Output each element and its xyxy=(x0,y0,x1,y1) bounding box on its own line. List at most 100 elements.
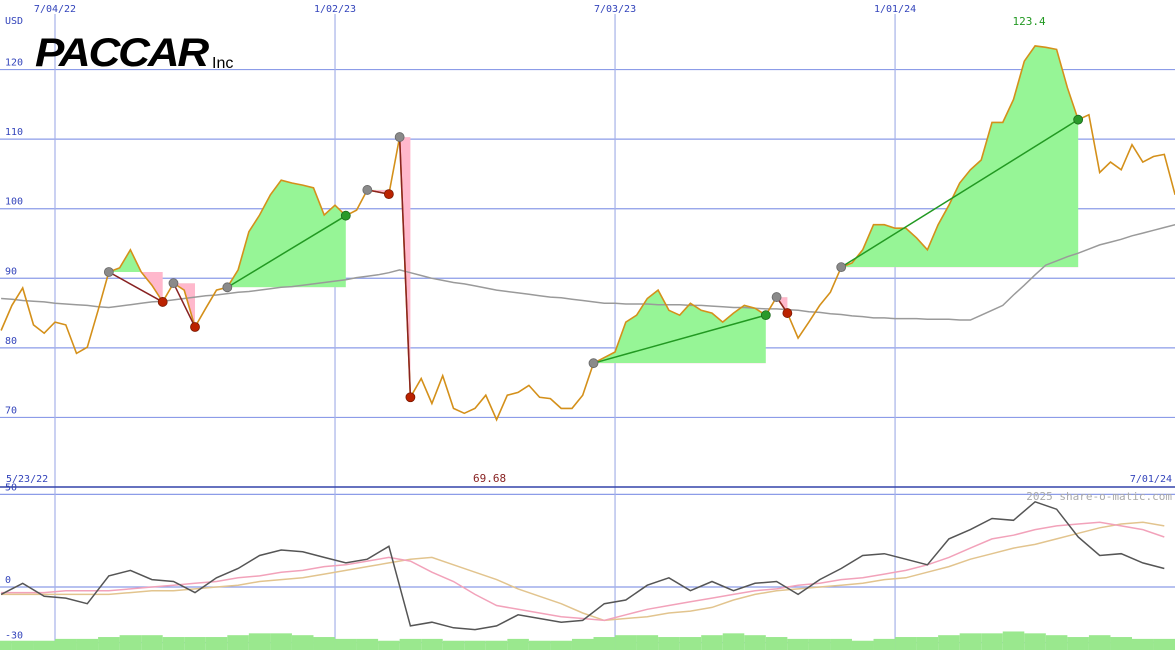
trade-gain-area xyxy=(367,189,389,190)
entry-dot xyxy=(222,282,233,293)
chart-title: PACCAR xyxy=(35,31,209,75)
volume-bar xyxy=(464,640,486,650)
volume-bar xyxy=(11,640,34,650)
volume-bar xyxy=(1002,631,1025,650)
volume-bar xyxy=(1088,635,1111,650)
entry-dot xyxy=(168,278,179,289)
volume-bar xyxy=(227,635,249,650)
trade-line xyxy=(226,215,347,288)
x-tick-label: 7/03/23 xyxy=(594,4,636,15)
volume-bar xyxy=(851,640,874,650)
y-tick-label: 50 xyxy=(5,482,17,493)
volume-bar xyxy=(378,640,400,650)
oscillator-line xyxy=(1,521,1165,622)
volume-bar xyxy=(593,637,616,650)
volume-bar xyxy=(98,637,120,650)
exit-dot xyxy=(782,308,793,318)
entry-dot xyxy=(588,358,599,369)
exit-dot xyxy=(1073,114,1084,125)
trade-gain-area xyxy=(593,290,766,364)
volume-bar xyxy=(335,638,357,650)
volume-bar xyxy=(636,635,659,650)
x-tick-label: 1/02/23 xyxy=(314,4,356,15)
volume-bar xyxy=(571,638,594,650)
volume-bar xyxy=(1132,638,1154,650)
volume-bar xyxy=(1024,633,1046,650)
y-tick-label: -30 xyxy=(5,631,23,642)
volume-bar xyxy=(916,637,939,650)
trade-gain-area xyxy=(227,180,346,288)
volume-bar xyxy=(399,638,422,650)
exit-dot xyxy=(157,297,168,307)
y-tick-label: 100 xyxy=(5,197,23,208)
volume-bar xyxy=(830,638,852,650)
trade-line xyxy=(108,271,164,303)
trade-loss-area xyxy=(841,267,1079,268)
volume-bar xyxy=(808,638,831,650)
entry-dot xyxy=(771,292,782,302)
y-tick-label: 90 xyxy=(5,266,17,277)
volume-bar xyxy=(701,635,723,650)
exit-dot xyxy=(405,392,416,403)
trade-line xyxy=(172,282,196,328)
oscillator-line xyxy=(1,521,1165,622)
trade-loss-area xyxy=(173,283,195,327)
volume-bar xyxy=(615,635,637,650)
trade-line xyxy=(840,119,1079,268)
volume-bar xyxy=(442,640,465,650)
volume-bar xyxy=(485,640,508,650)
volume-bar xyxy=(162,637,185,650)
volume-bar xyxy=(873,638,896,650)
trade-line xyxy=(593,314,767,364)
trade-line xyxy=(398,137,412,398)
volume-bar xyxy=(119,635,142,650)
y-tick-label: 0 xyxy=(5,575,11,586)
volume-bar xyxy=(1067,637,1089,650)
volume-bar xyxy=(1153,638,1175,650)
x-tick-label: 1/01/24 xyxy=(874,4,916,15)
range-end: 7/01/24 xyxy=(1130,474,1172,485)
x-tick-label: 7/04/22 xyxy=(34,4,76,15)
watermark: 2025 share-o-matic.com xyxy=(1026,490,1172,503)
exit-dot xyxy=(383,189,394,200)
y-tick-label: 80 xyxy=(5,336,17,347)
volume-bar xyxy=(184,637,206,650)
volume-bar xyxy=(658,637,680,650)
volume-bar xyxy=(270,633,292,650)
entry-dot xyxy=(836,262,847,273)
moving-average-line xyxy=(1,223,1175,321)
volume-bar xyxy=(0,640,12,650)
y-axis-label: USD xyxy=(5,16,23,27)
exit-dot xyxy=(760,310,771,321)
volume-bar xyxy=(744,635,766,650)
volume-bar xyxy=(205,637,228,650)
volume-bar xyxy=(55,638,77,650)
volume-bar xyxy=(959,633,982,650)
volume-bar xyxy=(679,637,702,650)
volume-bar xyxy=(507,638,529,650)
y-tick-label: 70 xyxy=(5,405,17,416)
volume-bar xyxy=(528,640,551,650)
volume-bar xyxy=(248,633,271,650)
volume-bar xyxy=(981,633,1003,650)
exit-dot xyxy=(340,210,351,221)
oscillator-line xyxy=(0,500,1165,631)
volume-bar xyxy=(1045,635,1068,650)
volume-bar xyxy=(356,638,379,650)
volume-bar xyxy=(313,637,336,650)
volume-bar xyxy=(33,640,55,650)
entry-dot xyxy=(394,132,405,142)
trade-loss-area xyxy=(593,363,766,364)
max-label: 123.4 xyxy=(1013,15,1046,28)
volume-bar xyxy=(550,640,572,650)
exit-dot xyxy=(190,322,200,332)
volume-bar xyxy=(938,635,960,650)
volume-bar xyxy=(1110,637,1132,650)
trade-loss-area xyxy=(141,272,163,302)
trade-gain-area xyxy=(841,45,1079,268)
entry-dot xyxy=(103,267,114,277)
volume-bar xyxy=(765,637,788,650)
min-label: 69.68 xyxy=(473,472,506,485)
volume-bar xyxy=(291,635,314,650)
